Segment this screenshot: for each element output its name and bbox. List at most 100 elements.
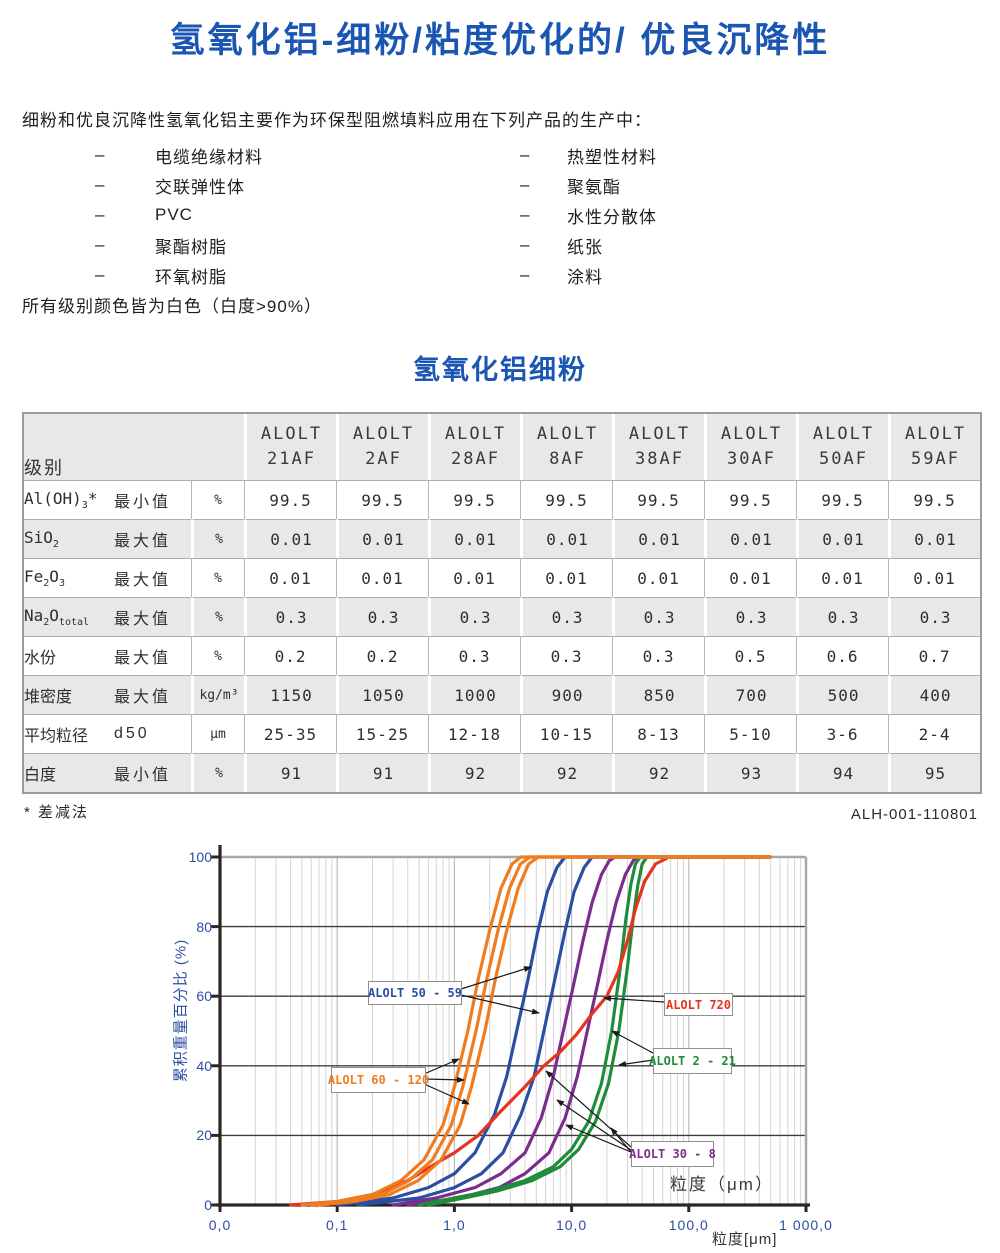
value-cell: 0.01	[336, 519, 429, 558]
label-arrow	[423, 1076, 465, 1083]
row-parameter: Al(OH)3*	[24, 480, 114, 519]
label-arrow	[556, 1099, 632, 1151]
y-tick-label-20: 20	[196, 1127, 212, 1144]
curve-label-alolt-30---8: ALOLT 30 - 8	[629, 1141, 716, 1167]
x-tick-label-4: 100,0	[668, 1217, 709, 1233]
row-parameter: 水份	[24, 636, 114, 675]
application-item-right-0: – 热塑性材料	[520, 140, 657, 170]
column-header-alolt-28af: ALOLT 28AF	[428, 414, 520, 480]
curve-label-alolt-50---59: ALOLT 50 - 59	[368, 981, 462, 1005]
value-cell: 94	[796, 753, 889, 792]
x-tick-label-0: 0,0	[208, 1217, 232, 1233]
curve-alolt-50---59-b-	[356, 855, 772, 1207]
list-dash: –	[95, 175, 106, 194]
row-unit: %	[191, 597, 245, 636]
application-item-right-1: – 聚氨酯	[520, 170, 657, 200]
curve-alolt-60---120-c-	[317, 855, 772, 1207]
application-label: 电缆绝缘材料	[155, 147, 263, 167]
column-header-alolt-59af: ALOLT 59AF	[888, 414, 980, 480]
footnote: * 差减法	[24, 804, 90, 821]
value-cell: 0.01	[704, 519, 797, 558]
curve-alolt-2---21-b-	[426, 855, 772, 1207]
value-cell: 95	[888, 753, 981, 792]
value-cell: 1000	[428, 675, 521, 714]
table-header-row: 级别 ALOLT 21AF ALOLT 2AF ALOLT 28AF ALOLT 8AF ALO…	[24, 414, 981, 480]
value-cell: 0.3	[428, 636, 521, 675]
value-cell: 0.01	[888, 558, 981, 597]
row-unit: %	[191, 519, 245, 558]
list-dash: –	[520, 145, 531, 164]
table-row-2: Fe2O3 最大值% 0.01 0.01 0.01 0.01 0.01 0.01 0.01 0.0…	[24, 558, 981, 597]
table-row-7: 白度 最小值% 91 91 92 92 92 93 94 95	[24, 753, 981, 792]
color-note: 所有级别颜色皆为白色（白度>90%）	[22, 297, 322, 316]
value-cell: 900	[520, 675, 613, 714]
value-cell: 15-25	[336, 714, 429, 753]
application-item-left-0: – 电缆绝缘材料	[95, 140, 263, 170]
value-cell: 99.5	[244, 480, 337, 519]
row-unit: μm	[191, 714, 245, 753]
value-cell: 93	[704, 753, 797, 792]
curve-alolt-60---120-a-	[300, 855, 772, 1207]
value-cell: 5-10	[704, 714, 797, 753]
row-qualifier: 最大值	[114, 558, 191, 597]
column-header-alolt-2af: ALOLT 2AF	[336, 414, 428, 480]
row-qualifier: 最大值	[114, 675, 191, 714]
value-cell: 99.5	[888, 480, 981, 519]
application-item-left-4: – 环氧树脂	[95, 260, 263, 290]
table-row-3: Na2Ototal 最大值% 0.3 0.3 0.3 0.3 0.3 0.3 0.3 0.3	[24, 597, 981, 636]
list-dash: –	[520, 235, 531, 254]
application-label: 水性分散体	[567, 207, 657, 227]
application-item-right-4: – 涂料	[520, 260, 657, 290]
value-cell: 0.3	[428, 597, 521, 636]
curve-alolt-30---8-a-	[391, 855, 772, 1207]
row-unit: %	[191, 558, 245, 597]
value-cell: 0.01	[428, 558, 521, 597]
value-cell: 92	[428, 753, 521, 792]
application-item-right-2: – 水性分散体	[520, 200, 657, 230]
application-label: 环氧树脂	[155, 267, 227, 287]
table-body: Al(OH)3* 最小值% 99.5 99.5 99.5 99.5 99.5 99.5 99.5…	[24, 480, 981, 792]
value-cell: 0.01	[888, 519, 981, 558]
column-header-alolt-30af: ALOLT 30AF	[704, 414, 796, 480]
row-qualifier: 最大值	[114, 519, 191, 558]
spec-table: 级别 ALOLT 21AF ALOLT 2AF ALOLT 28AF ALOLT 8AF ALO…	[22, 412, 983, 794]
value-cell: 0.01	[520, 519, 613, 558]
y-tick-label-60: 60	[196, 988, 212, 1005]
value-cell: 0.01	[704, 558, 797, 597]
column-header-alolt-21af: ALOLT 21AF	[244, 414, 336, 480]
intro-text: 细粉和优良沉降性氢氧化铝主要作为环保型阻燃填料应用在下列产品的生产中：	[22, 111, 652, 130]
row-unit: %	[191, 480, 245, 519]
value-cell: 0.01	[796, 519, 889, 558]
list-dash: –	[520, 265, 531, 284]
curve-alolt-2---21-a-	[417, 855, 772, 1207]
value-cell: 400	[888, 675, 981, 714]
row-parameter: Fe2O3	[24, 558, 114, 597]
y-tick-label-100: 100	[188, 849, 212, 865]
label-arrow	[618, 1059, 654, 1067]
value-cell: 0.7	[888, 636, 981, 675]
y-tick-label-80: 80	[196, 918, 212, 935]
value-cell: 1150	[244, 675, 337, 714]
x-axis-title: 粒度[μm]	[712, 1231, 778, 1248]
value-cell: 0.3	[520, 636, 613, 675]
label-arrow	[610, 1127, 632, 1153]
y-tick-label-0: 0	[204, 1197, 212, 1213]
table-row-0: Al(OH)3* 最小值% 99.5 99.5 99.5 99.5 99.5 99.5 99.5…	[24, 480, 981, 519]
value-cell: 0.01	[244, 519, 337, 558]
applications-list-right: – 热塑性材料 – 聚氨酯 – 水性分散体 – 纸张 – 涂料	[520, 140, 657, 290]
y-tick-label-40: 40	[196, 1057, 212, 1074]
value-cell: 0.01	[612, 558, 705, 597]
label-arrow	[423, 1058, 460, 1075]
value-cell: 2-4	[888, 714, 981, 753]
curve-alolt-60---120-b-	[309, 855, 772, 1207]
application-label: 热塑性材料	[567, 147, 657, 167]
value-cell: 99.5	[520, 480, 613, 519]
value-cell: 0.3	[888, 597, 981, 636]
value-cell: 10-15	[520, 714, 613, 753]
row-parameter: 白度	[24, 753, 114, 792]
value-cell: 0.3	[796, 597, 889, 636]
label-arrow	[423, 1083, 470, 1105]
page-title: 氢氧化铝-细粉/粘度优化的/ 优良沉降性	[169, 21, 831, 60]
label-arrow	[611, 1030, 654, 1054]
